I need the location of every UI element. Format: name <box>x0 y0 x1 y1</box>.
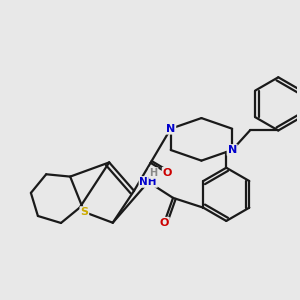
Text: NH: NH <box>140 177 157 187</box>
Text: S: S <box>80 207 88 217</box>
Text: O: O <box>163 168 172 178</box>
Text: O: O <box>160 218 169 228</box>
Text: N: N <box>166 124 175 134</box>
Text: N: N <box>227 145 237 155</box>
Text: H: H <box>149 168 158 178</box>
